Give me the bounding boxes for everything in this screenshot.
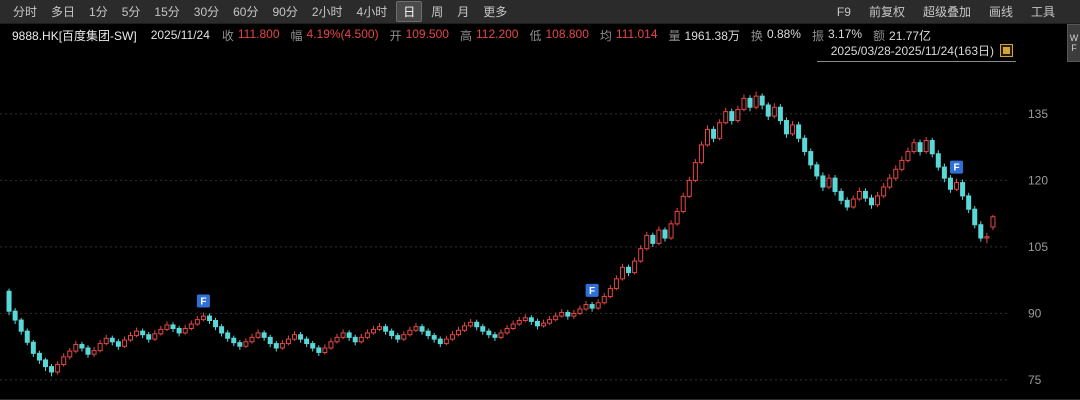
period-tab-30分[interactable]: 30分 (193, 5, 220, 19)
date-range-label[interactable]: 2025/03/28-2025/11/24(163日) (816, 42, 1016, 62)
y-axis-label: 120 (1028, 173, 1048, 187)
info-fields: 收 111.800 幅 4.19%(4.500) 开 109.500 高 112.200 低 10… (222, 27, 942, 44)
y-axis-label: 135 (1028, 107, 1048, 121)
stock-symbol: 9888.HK[百度集团-SW] (12, 28, 137, 43)
period-tab-月[interactable]: 月 (457, 5, 470, 19)
period-tab-60分[interactable]: 60分 (233, 5, 259, 19)
range-badge-icon[interactable] (1000, 44, 1013, 57)
period-tab-多日[interactable]: 多日 (51, 5, 76, 19)
info-field-value: 3.17% (827, 26, 863, 41)
toolbar-button-超级叠加[interactable]: 超级叠加 (922, 5, 971, 19)
info-field-value: 112.200 (475, 26, 519, 41)
info-field-label: 高 (459, 28, 472, 43)
period-tab-15分[interactable]: 15分 (154, 5, 180, 19)
period-tab-2小时[interactable]: 2小时 (311, 5, 343, 19)
info-field-value: 108.800 (545, 26, 589, 41)
info-field-均: 均 111.014 (600, 27, 658, 44)
event-flag-marker[interactable] (585, 283, 599, 297)
period-tab-4小时[interactable]: 4小时 (356, 5, 388, 19)
info-field-label: 均 (599, 28, 612, 43)
side-tab-letter: W (1069, 33, 1079, 43)
info-field-label: 幅 (290, 28, 303, 43)
info-field-label: 收 (221, 28, 234, 43)
candles (6, 91, 996, 377)
info-field-value: 21.77亿 (889, 28, 932, 43)
info-field-低: 低 108.800 (529, 27, 588, 44)
info-field-label: 量 (668, 28, 681, 43)
toolbar-button-工具[interactable]: 工具 (1030, 5, 1055, 19)
info-field-振: 振 3.17% (812, 27, 862, 44)
info-field-label: 振 (811, 28, 824, 43)
event-flag-label: F (200, 297, 206, 308)
period-tab-1分[interactable]: 1分 (89, 5, 108, 19)
info-field-value: 111.014 (615, 26, 658, 41)
info-field-换: 换 0.88% (751, 27, 801, 44)
info-field-label: 额 (873, 28, 886, 43)
info-field-高: 高 112.200 (460, 27, 519, 44)
info-field-label: 开 (389, 28, 402, 43)
period-tab-5分[interactable]: 5分 (121, 5, 141, 19)
info-field-value: 0.88% (766, 26, 801, 41)
info-field-额: 额 21.77亿 (873, 27, 931, 44)
chart-area[interactable]: 135 120 105 90 75 F F F (0, 58, 1080, 399)
side-tab-letter: F (1071, 43, 1077, 53)
period-tab-分时[interactable]: 分时 (13, 5, 38, 19)
toolbar-button-前复权[interactable]: 前复权 (868, 5, 905, 19)
date-range-text: 2025/03/28-2025/11/24(163日) (830, 44, 994, 58)
info-field-label: 低 (529, 28, 542, 43)
y-axis-label: 90 (1028, 306, 1042, 320)
period-tab-90分[interactable]: 90分 (272, 5, 298, 19)
info-field-开: 开 109.500 (390, 27, 449, 44)
stock-info-bar: 9888.HK[百度集团-SW] 2025/11/24 收 111.800 幅 4.1… (0, 25, 1080, 45)
period-tab-周[interactable]: 周 (431, 5, 444, 19)
info-field-量: 量 1961.38万 (669, 27, 740, 44)
event-flag-marker[interactable] (950, 160, 964, 174)
period-tab-更多[interactable]: 更多 (483, 5, 508, 19)
info-field-收: 收 111.800 (222, 27, 280, 44)
info-field-幅: 幅 4.19%(4.500) (291, 27, 379, 44)
toolbar-button-F9[interactable]: F9 (836, 4, 851, 19)
candlestick-chart[interactable]: 135 120 105 90 75 F F F (0, 58, 1080, 399)
period-toolbar: 分时 多日 1分 5分 15分 30分 60分 90分 2小时 4小时日周月更多 F9 前复权 超级叠… (0, 0, 1080, 24)
info-field-value: 4.19%(4.500) (306, 26, 379, 41)
y-axis-label: 75 (1028, 373, 1042, 387)
y-axis-label: 105 (1028, 240, 1048, 254)
period-tab-日[interactable]: 日 (396, 1, 423, 22)
trade-date: 2025/11/24 (150, 28, 210, 42)
info-field-value: 111.800 (237, 26, 280, 41)
info-field-label: 换 (750, 28, 763, 43)
event-flag-marker[interactable] (196, 294, 210, 308)
toolbar-button-画线[interactable]: 画线 (988, 5, 1013, 19)
event-flag-label: F (589, 286, 595, 297)
gridlines: 135 120 105 90 75 (0, 107, 1048, 387)
info-field-value: 1961.38万 (684, 28, 740, 43)
toolbar-right: F9 前复权 超级叠加 画线 工具 (828, 0, 1074, 23)
info-field-value: 109.500 (405, 26, 449, 41)
period-tabs: 分时 多日 1分 5分 15分 30分 60分 90分 2小时 4小时日周月更多 (6, 0, 514, 23)
event-flag-label: F (953, 163, 959, 174)
